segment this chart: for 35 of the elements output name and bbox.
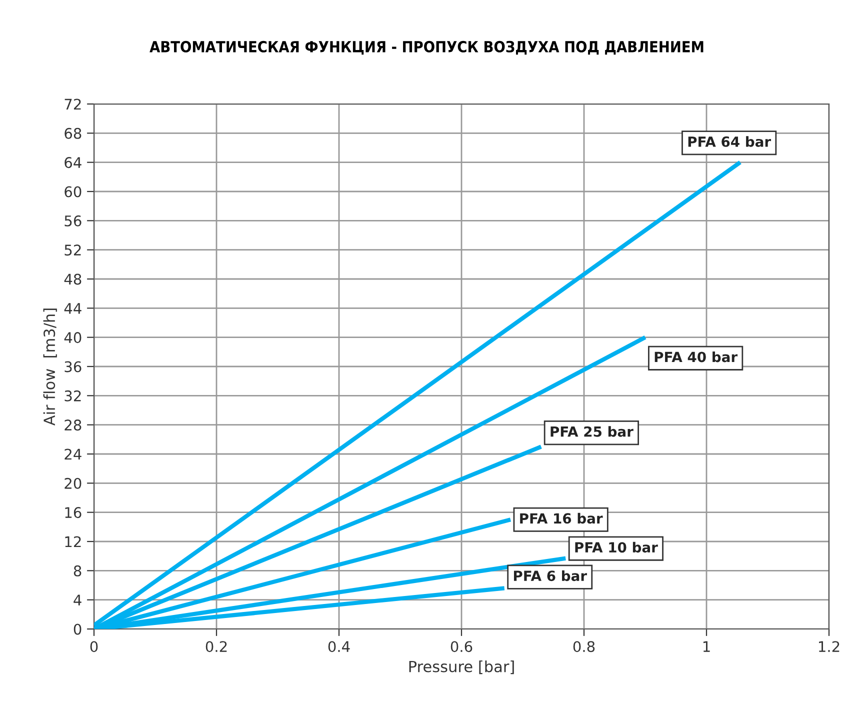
y-tick-label: 60 xyxy=(64,186,82,198)
y-tick-label: 4 xyxy=(74,594,82,606)
series-label: PFA 25 bar xyxy=(550,426,634,437)
y-axis-title: Air flow [m3/h] xyxy=(43,308,57,426)
y-tick-label: 44 xyxy=(64,303,82,314)
y-tick-label: 28 xyxy=(64,420,82,431)
y-tick-label: 72 xyxy=(64,98,81,110)
x-tick-label: 0.6 xyxy=(450,641,472,652)
chart-title: АВТОМАТИЧЕСКАЯ ФУНКЦИЯ - ПРОПУСК ВОЗДУХА ПОД ДАВЛЕНИЕМ xyxy=(150,40,704,55)
x-tick-label: 1 xyxy=(703,641,710,652)
series-label: PFA 16 bar xyxy=(520,512,603,524)
x-tick-label: 1.2 xyxy=(819,641,840,652)
x-tick-label: 0.8 xyxy=(573,641,595,652)
series-label: PFA 10 bar xyxy=(575,542,658,553)
y-tick-label: 20 xyxy=(64,478,82,489)
y-tick-label: 24 xyxy=(64,448,82,460)
y-tick-label: 56 xyxy=(64,215,82,226)
y-tick-label: 32 xyxy=(64,390,81,402)
y-tick-label: 52 xyxy=(64,244,81,256)
x-tick-label: 0 xyxy=(90,641,98,652)
y-tick-label: 12 xyxy=(65,536,81,548)
y-tick-label: 40 xyxy=(64,332,82,344)
y-tick-label: 36 xyxy=(64,361,82,372)
series-label: PFA 40 bar xyxy=(654,351,738,362)
series-label: PFA 6 bar xyxy=(514,570,587,582)
y-tick-label: 68 xyxy=(64,128,82,139)
y-tick-label: 16 xyxy=(65,507,82,518)
y-tick-label: 0 xyxy=(74,624,82,635)
y-tick-label: 64 xyxy=(64,157,82,168)
x-tick-label: 0.4 xyxy=(328,641,350,652)
series-label: PFA 64 bar xyxy=(688,136,772,147)
y-tick-label: 48 xyxy=(64,274,82,285)
y-tick-label: 8 xyxy=(74,565,82,576)
x-axis-title: Pressure [bar] xyxy=(409,660,514,674)
x-tick-label: 0.2 xyxy=(206,641,227,652)
